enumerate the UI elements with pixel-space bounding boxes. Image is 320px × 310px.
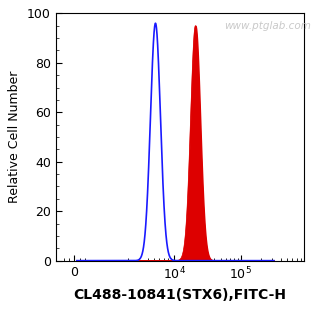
Y-axis label: Relative Cell Number: Relative Cell Number [8, 71, 21, 203]
Text: www.ptglab.com: www.ptglab.com [225, 21, 311, 31]
X-axis label: CL488-10841(STX6),FITC-H: CL488-10841(STX6),FITC-H [73, 288, 286, 302]
